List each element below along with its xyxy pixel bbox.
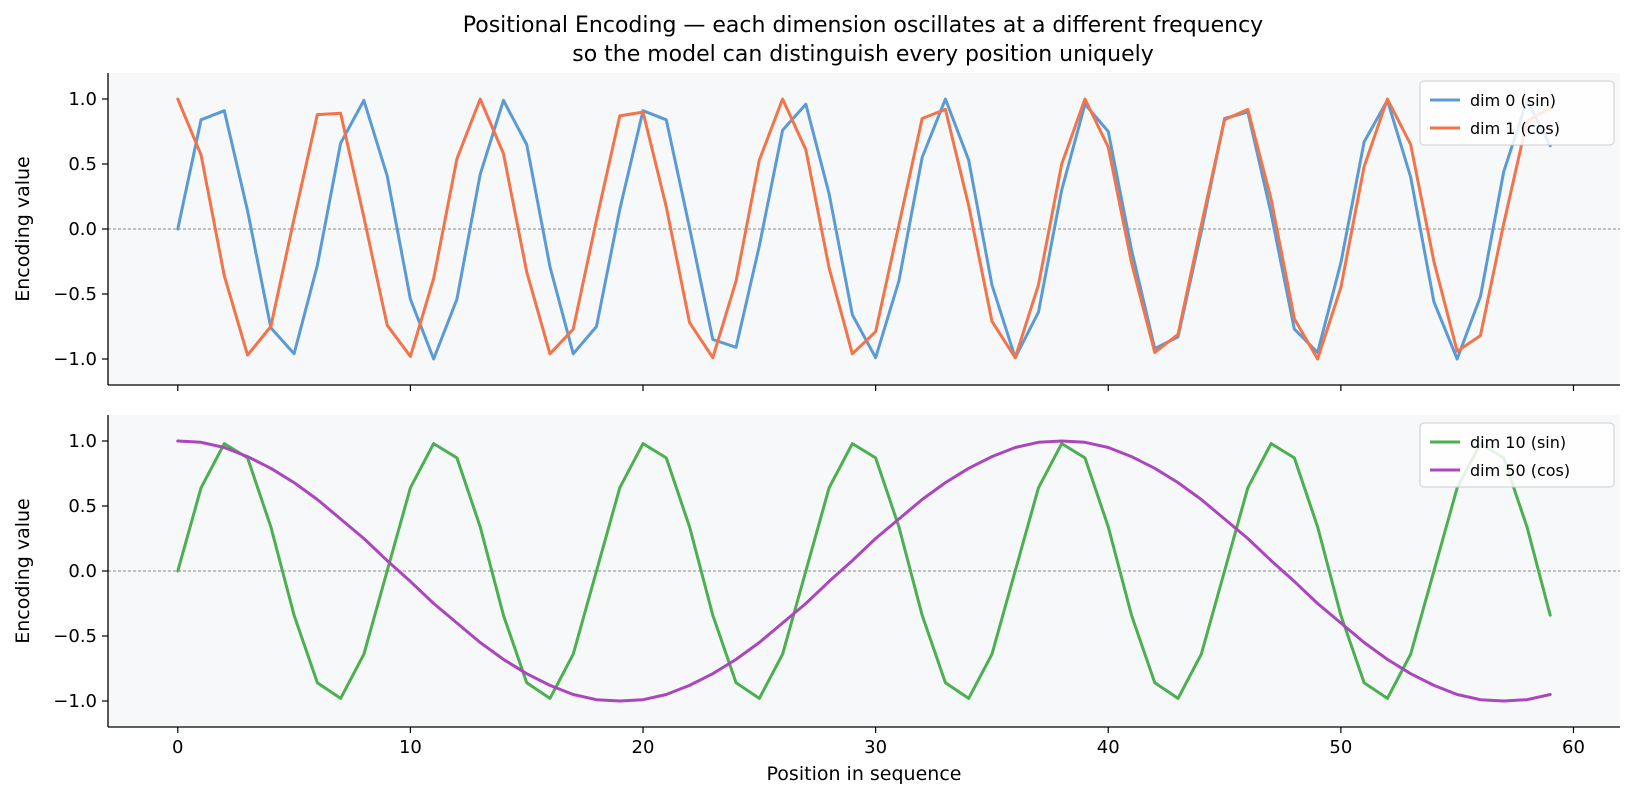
bottom-x-tick-label: 0 [172, 737, 183, 758]
top-y-tick-label: 0.0 [68, 219, 97, 240]
bottom-panel: −1.0 −0.5 0.0 0.5 1.0 0 10 20 30 40 50 60 Encoding v… [12, 415, 1620, 785]
top-y-tick-label: −1.0 [53, 349, 97, 370]
top-legend-box [1419, 80, 1615, 146]
bottom-y-axis-label: Encoding value [12, 498, 34, 644]
top-series-line-1 [176, 97, 1552, 361]
bottom-legend-box [1419, 422, 1615, 488]
bottom-x-tick-label: 40 [1097, 737, 1120, 758]
bottom-x-tick-label: 10 [399, 737, 422, 758]
bottom-y-tick-label: −0.5 [53, 626, 97, 647]
bottom-legend-label: dim 10 (sin) [1470, 433, 1566, 452]
bottom-y-tick-label: 1.0 [68, 431, 97, 452]
bottom-y-tick-label: 0.5 [68, 496, 97, 517]
top-legend-label: dim 1 (cos) [1470, 119, 1560, 138]
bottom-legend: dim 10 (sin) dim 50 (cos) [1419, 422, 1615, 488]
chart-title-line-1: Positional Encoding — each dimension osc… [463, 13, 1263, 38]
top-panel: −1.0 −0.5 0.0 0.5 1.0 Encoding value dim 0 (si… [12, 73, 1620, 391]
bottom-x-tick-label: 60 [1562, 737, 1585, 758]
bottom-x-axis-label: Position in sequence [767, 763, 962, 785]
chart-title-line-2: so the model can distinguish every posit… [572, 42, 1154, 67]
top-y-tick-label: 0.5 [68, 154, 97, 175]
bottom-x-tick-label: 30 [864, 737, 887, 758]
top-legend: dim 0 (sin) dim 1 (cos) [1419, 80, 1615, 146]
bottom-x-tick-label: 50 [1329, 737, 1352, 758]
bottom-y-tick-label: 0.0 [68, 561, 97, 582]
top-series-line-0 [176, 97, 1552, 361]
top-y-tick-label: −0.5 [53, 284, 97, 305]
top-legend-label: dim 0 (sin) [1470, 91, 1556, 110]
bottom-series-line-0 [176, 442, 1552, 700]
top-y-tick-label: 1.0 [68, 89, 97, 110]
bottom-x-tick-label: 20 [632, 737, 655, 758]
top-y-axis-label: Encoding value [12, 156, 34, 302]
bottom-series-line-1 [176, 439, 1552, 703]
bottom-y-tick-label: −1.0 [53, 691, 97, 712]
bottom-legend-label: dim 50 (cos) [1470, 461, 1570, 480]
chart-panels: −1.0 −0.5 0.0 0.5 1.0 Encoding value dim 0 (si… [12, 73, 1620, 785]
